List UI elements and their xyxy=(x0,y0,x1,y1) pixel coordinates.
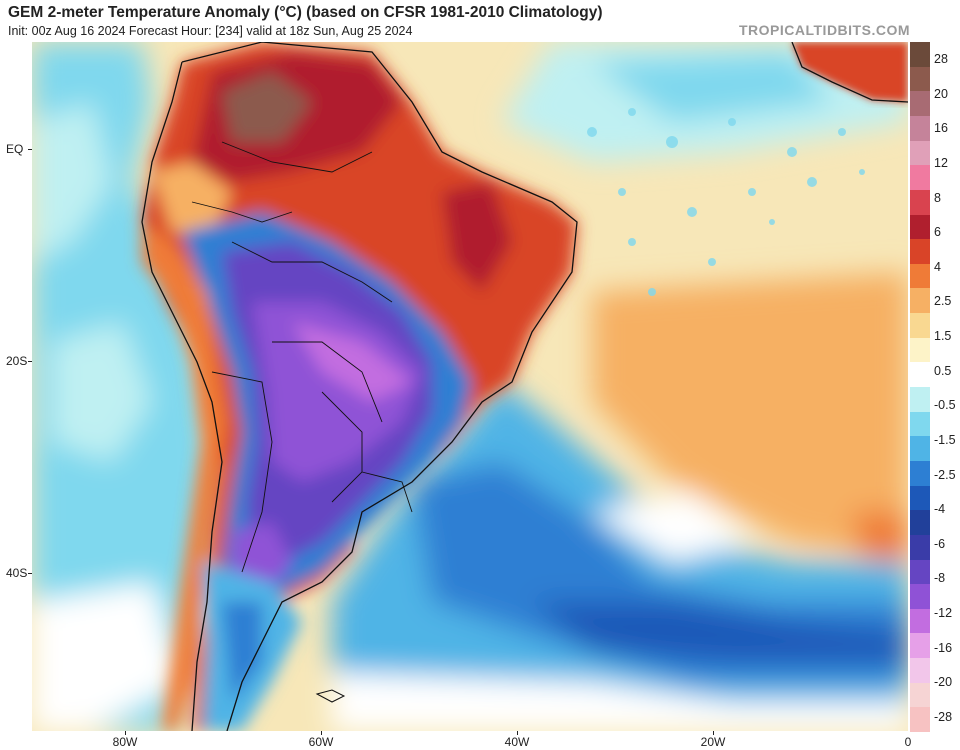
land-anomaly-field xyxy=(142,42,577,731)
colorbar-segment xyxy=(910,66,930,92)
speckle-texture xyxy=(587,108,865,296)
lat-tick xyxy=(28,149,32,150)
colorbar-label: -1.5 xyxy=(934,432,956,447)
lon-tick xyxy=(321,731,322,735)
colorbar-label: -8 xyxy=(934,571,946,586)
lat-label-eq: EQ xyxy=(6,142,24,156)
colorbar-segment xyxy=(910,682,930,708)
colorbar-segment xyxy=(910,608,930,634)
map-title: GEM 2-meter Temperature Anomaly (°C) (ba… xyxy=(8,4,603,21)
africa-warm-field xyxy=(792,42,908,102)
lon-label-0: 0 xyxy=(904,735,912,749)
colorbar-segment xyxy=(910,115,930,142)
colorbar-label: -16 xyxy=(934,640,953,655)
colorbar-segment xyxy=(910,214,930,240)
colorbar-label: -2.5 xyxy=(934,467,956,482)
colorbar-segment xyxy=(910,362,930,388)
colorbar-segment xyxy=(910,165,930,191)
colorbar-segment xyxy=(910,436,930,462)
lon-tick xyxy=(713,731,714,735)
colorbar-label: -6 xyxy=(934,536,946,551)
colorbar-segment xyxy=(910,633,930,659)
lat-tick xyxy=(28,573,32,574)
colorbar xyxy=(910,42,930,733)
colorbar-label: 8 xyxy=(934,190,941,205)
colorbar-label: 0.5 xyxy=(934,363,952,378)
colorbar-segment xyxy=(910,189,930,215)
colorbar-label: 16 xyxy=(934,121,948,136)
colorbar-segment xyxy=(910,337,930,363)
colorbar-segment xyxy=(910,658,930,684)
colorbar-segment xyxy=(910,707,930,733)
colorbar-label: -0.5 xyxy=(934,398,956,413)
colorbar-label: 1.5 xyxy=(934,329,952,344)
lat-label-20s: 20S xyxy=(6,354,28,368)
lat-label-40s: 40S xyxy=(6,566,28,580)
colorbar-segment xyxy=(910,239,930,265)
lon-tick xyxy=(517,731,518,735)
map-canvas xyxy=(32,42,908,731)
colorbar-label: 20 xyxy=(934,86,948,101)
lon-label-60w: 60W xyxy=(308,735,334,749)
colorbar-segment xyxy=(910,534,930,560)
colorbar-label: 6 xyxy=(934,225,941,240)
colorbar-segment xyxy=(910,584,930,610)
lon-label-20w: 20W xyxy=(700,735,726,749)
africa-coastline xyxy=(791,42,908,103)
colorbar-segment xyxy=(910,140,930,166)
map-subtitle: Init: 00z Aug 16 2024 Forecast Hour: [23… xyxy=(8,24,413,38)
colorbar-segment xyxy=(910,510,930,536)
colorbar-label: 12 xyxy=(934,155,948,170)
lon-label-40w: 40W xyxy=(504,735,530,749)
colorbar-segment xyxy=(910,313,930,339)
colorbar-segment xyxy=(910,288,930,314)
lon-label-80w: 80W xyxy=(112,735,138,749)
colorbar-segment xyxy=(910,559,930,585)
colorbar-label: -12 xyxy=(934,606,953,621)
colorbar-segment xyxy=(910,387,930,413)
anomaly-map xyxy=(32,42,908,731)
falkland-islands xyxy=(315,689,346,703)
colorbar-label: -4 xyxy=(934,502,946,517)
colorbar-segment xyxy=(910,91,930,117)
lat-tick xyxy=(28,361,32,362)
site-credit: TROPICALTIDBITS.COM xyxy=(738,22,910,38)
country-borders xyxy=(191,141,413,573)
colorbar-label: -20 xyxy=(934,675,953,690)
south-america-coastline xyxy=(141,42,578,731)
colorbar-label: 4 xyxy=(934,259,941,274)
colorbar-label: 28 xyxy=(934,52,948,66)
ocean-anomaly-field xyxy=(32,42,908,731)
colorbar-segment xyxy=(910,263,930,289)
colorbar-segment xyxy=(910,42,930,68)
colorbar-segment xyxy=(910,460,930,487)
colorbar-label: 2.5 xyxy=(934,294,952,309)
lon-tick xyxy=(125,731,126,735)
colorbar-segment xyxy=(910,411,930,437)
colorbar-label: -28 xyxy=(934,710,953,724)
colorbar-segment xyxy=(910,485,930,511)
